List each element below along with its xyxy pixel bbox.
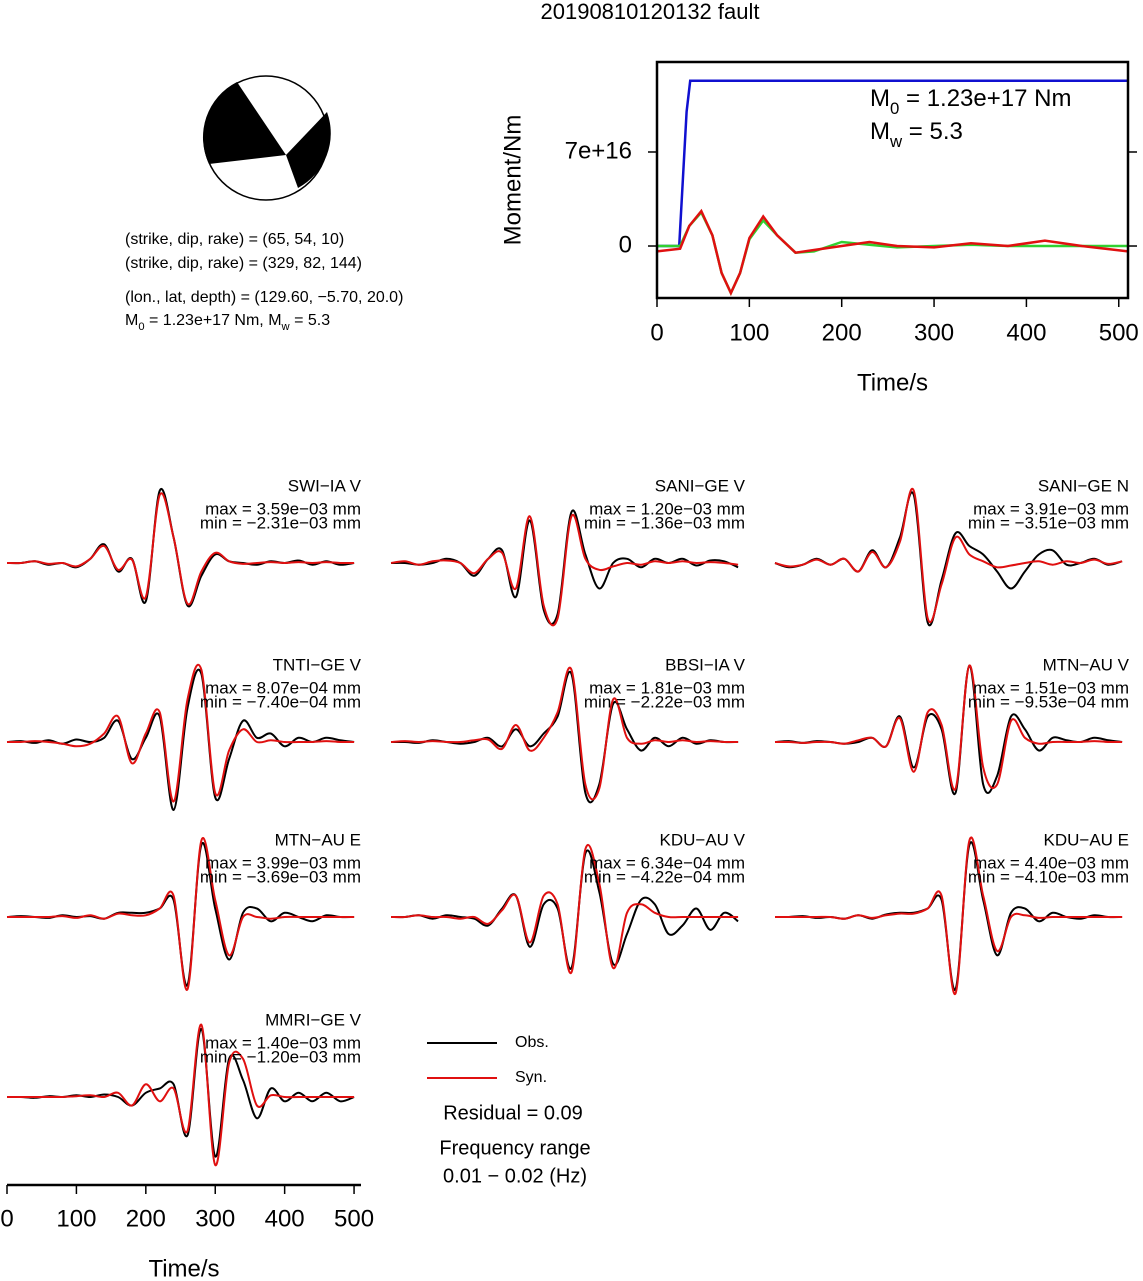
x-tick-label: 0 xyxy=(0,1205,13,1232)
x-tick-label: 400 xyxy=(265,1205,305,1232)
annotation-part: M xyxy=(870,118,890,145)
mechanism-text: (lon., lat, depth) = (129.60, −5.70, 20.… xyxy=(125,289,403,306)
waveform-syn xyxy=(390,513,739,627)
annotation: Mw = 5.3 xyxy=(870,118,963,151)
max-label: max = 1.51e−03 mm xyxy=(973,678,1129,697)
x-tick-label: 200 xyxy=(822,319,862,346)
station-label: SWI−IA V xyxy=(288,476,362,495)
moment-line xyxy=(657,210,1128,296)
frequency: Frequency range xyxy=(439,1137,590,1159)
mechanism-text: (strike, dip, rake) = (65, 54, 10) xyxy=(125,231,344,248)
waveform-syn xyxy=(390,666,739,801)
waveform-syn xyxy=(7,1023,355,1167)
annotation-part: = 5.3 xyxy=(902,118,963,145)
min-label: min = −2.22e−03 mm xyxy=(584,692,745,711)
station-label: SANI−GE V xyxy=(655,476,746,495)
min-label: min = −7.40e−04 mm xyxy=(200,692,361,711)
x-axis-label: Time/s xyxy=(857,369,928,396)
beachball xyxy=(202,75,331,201)
max-label: max = 6.34e−04 mm xyxy=(589,853,745,872)
moment-line xyxy=(656,208,1129,296)
min-label: min = −2.31e−03 mm xyxy=(200,513,361,532)
waveform-syn xyxy=(774,664,1123,791)
moment-text: M0 = 1.23e+17 Nm, Mw = 5.3 xyxy=(125,312,330,333)
max-label: max = 1.81e−03 mm xyxy=(589,678,745,697)
x-tick-label: 300 xyxy=(195,1205,235,1232)
waveform-syn xyxy=(7,837,355,991)
max-label: max = 1.40e−03 mm xyxy=(205,1033,361,1052)
station-label: KDU−AU V xyxy=(660,830,746,849)
moment-text-part: w xyxy=(281,321,291,333)
min-label: min = −3.69e−03 mm xyxy=(200,867,361,886)
station-label: MMRI−GE V xyxy=(265,1010,362,1029)
annotation-part: w xyxy=(889,132,903,151)
y-tick-label: 7e+16 xyxy=(565,137,632,164)
min-label: min = −9.53e−04 mm xyxy=(968,692,1129,711)
station-label: BBSI−IA V xyxy=(665,655,746,674)
x-tick-label: 200 xyxy=(126,1205,166,1232)
min-label: min = −3.51e−03 mm xyxy=(968,513,1129,532)
x-tick-label: 400 xyxy=(1006,319,1046,346)
frequency: 0.01 − 0.02 (Hz) xyxy=(443,1165,587,1187)
waveform-syn xyxy=(775,836,1123,995)
annotation-part: M xyxy=(870,85,890,112)
max-label: max = 3.59e−03 mm xyxy=(205,499,361,518)
max-label: max = 1.20e−03 mm xyxy=(589,499,745,518)
min-label: min = −1.20e−03 mm xyxy=(200,1047,361,1066)
annotation-part: = 1.23e+17 Nm xyxy=(899,85,1071,112)
plot-frame xyxy=(655,60,1130,300)
waveform-syn xyxy=(774,487,1123,623)
max-label: max = 4.40e−03 mm xyxy=(973,853,1129,872)
min-label: min = −4.22e−04 mm xyxy=(584,867,745,886)
waveform-syn xyxy=(6,492,355,606)
max-label: max = 8.07e−04 mm xyxy=(205,678,361,697)
moment-text-part: 0 xyxy=(138,321,144,333)
station-label: SANI−GE N xyxy=(1038,476,1129,495)
moment-text-part: M xyxy=(125,312,138,329)
annotation: M0 = 1.23e+17 Nm xyxy=(870,85,1071,118)
waveform-syn xyxy=(6,663,355,803)
min-label: min = −4.10e−03 mm xyxy=(968,867,1129,886)
x-tick-label: 100 xyxy=(729,319,769,346)
mechanism-text: (strike, dip, rake) = (329, 82, 144) xyxy=(125,255,362,272)
x-tick-label: 500 xyxy=(334,1205,374,1232)
max-label: max = 3.91e−03 mm xyxy=(973,499,1129,518)
x-tick-label: 300 xyxy=(914,319,954,346)
waveform-syn xyxy=(390,844,739,974)
moment-text-part: = 1.23e+17 Nm, M xyxy=(145,312,282,329)
legend-label: Syn. xyxy=(515,1069,547,1086)
max-label: max = 3.99e−03 mm xyxy=(205,853,361,872)
x-tick-label: 0 xyxy=(650,319,663,346)
moment-text-part: = 5.3 xyxy=(290,312,331,329)
y-axis-label: Moment/Nm xyxy=(499,115,526,246)
legend-label: Obs. xyxy=(515,1034,549,1051)
figure-title: 20190810120132 fault xyxy=(541,0,760,24)
station-label: MTN−AU E xyxy=(275,830,361,849)
station-label: KDU−AU E xyxy=(1044,830,1130,849)
station-label: TNTI−GE V xyxy=(273,655,362,674)
x-axis-label: Time/s xyxy=(148,1255,219,1281)
residual: Residual = 0.09 xyxy=(443,1102,583,1124)
min-label: min = −1.36e−03 mm xyxy=(584,513,745,532)
y-tick-label: 0 xyxy=(619,231,632,258)
station-label: MTN−AU V xyxy=(1043,655,1130,674)
x-tick-label: 500 xyxy=(1099,319,1139,346)
annotation-part: 0 xyxy=(890,99,899,118)
x-tick-label: 100 xyxy=(56,1205,96,1232)
